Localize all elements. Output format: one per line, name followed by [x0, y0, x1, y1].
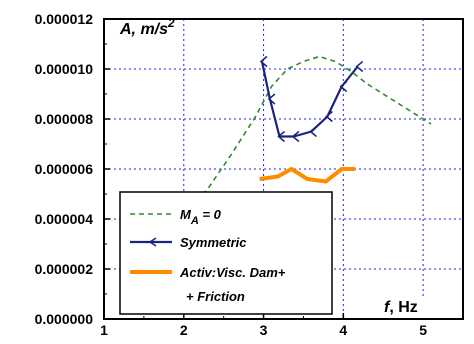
series-1-point-2: [277, 130, 285, 143]
y-tick-label-0: 0.000000: [35, 311, 94, 327]
legend-marker-symmetric: [148, 237, 157, 247]
legend-box: [119, 191, 333, 315]
series-1-point-3: [291, 130, 300, 143]
x-axis-title-unit: , Hz: [389, 299, 417, 316]
series-line-0: [183, 55, 432, 215]
legend-label-ma0-main: M: [180, 207, 192, 222]
y-tick-label-2: 0.000004: [35, 211, 94, 227]
legend-label-activ-line1: Activ:Visc. Dam+: [179, 265, 286, 280]
x-tick-label-4: 5: [419, 322, 427, 338]
series-line-2: [259, 167, 356, 184]
series-1-point-6: [339, 80, 348, 93]
legend-label-ma0-tail: = 0: [199, 207, 222, 222]
x-axis-title: f, Hz: [384, 299, 418, 316]
x-tick-label-1: 2: [180, 322, 188, 338]
series-1-point-1: [267, 93, 276, 105]
legend-label-ma0-sub: A: [190, 215, 199, 227]
series-1-point-7: [355, 60, 364, 73]
legend-label-symmetric: Symmetric: [180, 235, 247, 250]
legend: MA = 0 Symmetric Activ:Visc. Dam+ + Fric…: [119, 191, 333, 315]
y-axis-title: A, m/s2: [119, 16, 175, 38]
series-1-point-4: [309, 125, 317, 138]
series-layer: [183, 55, 432, 215]
y-tick-label-1: 0.000002: [35, 261, 94, 277]
tick-labels: 1 2 3 4 5 0.000000 0.000002 0.000004 0.000006 0.0…: [35, 11, 428, 338]
x-axis-title-background: [378, 296, 436, 318]
series-1-point-5: [325, 110, 333, 123]
legend-label-activ-line2: + Friction: [186, 289, 245, 304]
x-tick-label-0: 1: [100, 322, 108, 338]
y-tick-label-6: 0.000012: [35, 11, 94, 27]
y-axis-title-base: A, m/s: [119, 21, 168, 38]
x-tick-label-3: 4: [339, 322, 347, 338]
x-tick-label-2: 3: [260, 322, 268, 338]
axis-ticks: [103, 18, 424, 320]
x-axis-title-var: f: [384, 299, 391, 316]
y-tick-label-3: 0.000006: [35, 161, 94, 177]
series-1-point-0: [259, 55, 268, 68]
y-axis-title-sup: 2: [167, 16, 175, 30]
y-tick-label-5: 0.000010: [35, 61, 94, 77]
y-tick-label-4: 0.000008: [35, 111, 94, 127]
legend-label-ma0: MA = 0: [180, 207, 222, 227]
series-line-1: [260, 61, 359, 138]
